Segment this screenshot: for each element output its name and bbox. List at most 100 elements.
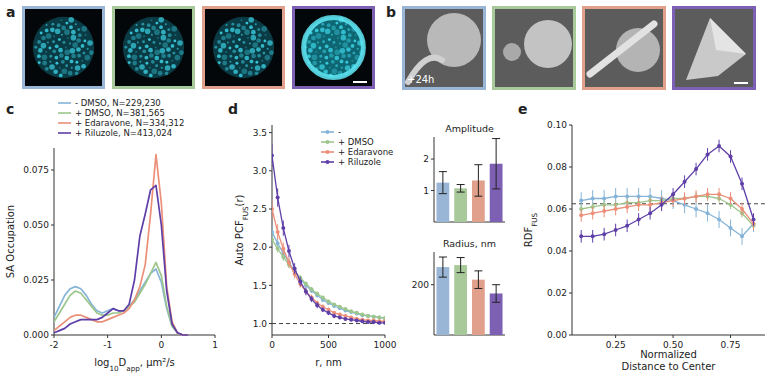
speckle <box>57 23 61 27</box>
y-tick <box>569 293 572 294</box>
speckle <box>345 61 348 64</box>
point <box>683 180 687 184</box>
speckle <box>175 55 181 61</box>
speckle <box>34 46 37 49</box>
scale-bar <box>353 81 367 83</box>
speckle <box>345 23 347 25</box>
speckle <box>132 61 137 66</box>
speckle <box>346 38 351 43</box>
speckle <box>142 40 145 43</box>
speckle <box>332 68 338 74</box>
error-stem <box>478 271 479 289</box>
point <box>729 226 733 230</box>
speckle <box>70 48 76 54</box>
image-background <box>22 6 105 89</box>
x-tick-label: 0.75 <box>721 340 741 350</box>
speckle <box>77 54 81 58</box>
speckle <box>218 48 223 53</box>
speckle <box>37 54 41 58</box>
speckle <box>70 60 74 64</box>
y-tick <box>51 225 54 226</box>
speckle <box>225 51 227 53</box>
speckle <box>161 67 163 69</box>
speckle <box>245 22 248 25</box>
panel-label: a <box>6 4 15 20</box>
speckle <box>75 71 79 75</box>
legend-marker <box>326 150 330 154</box>
speckle <box>261 60 263 62</box>
point <box>377 321 381 325</box>
speckle <box>222 61 227 66</box>
point <box>625 205 629 209</box>
speckle <box>252 42 258 48</box>
y-tick-label: 0.00 <box>547 330 567 340</box>
speckle <box>38 61 41 64</box>
speckle <box>52 40 55 43</box>
speckle <box>49 64 55 70</box>
speckle <box>347 54 351 58</box>
frame <box>294 8 374 88</box>
speckle <box>242 41 245 44</box>
point <box>321 308 325 312</box>
x-axis-label: log10Dapp, µm²/s <box>94 357 175 373</box>
point <box>372 315 376 319</box>
speckle <box>144 56 148 60</box>
point <box>366 320 370 324</box>
point <box>287 249 291 253</box>
micrograph <box>112 6 195 89</box>
speckle <box>64 29 70 35</box>
frame <box>204 8 284 88</box>
speckle <box>72 42 78 48</box>
error-cap <box>439 277 447 278</box>
speckle <box>69 25 73 29</box>
x-tick-label: -1 <box>103 340 112 350</box>
speckle <box>251 54 256 59</box>
speckle <box>171 26 177 32</box>
speckle <box>241 34 243 36</box>
x-tick <box>54 335 55 338</box>
point <box>625 224 629 228</box>
point <box>637 203 641 207</box>
speckle <box>59 53 64 58</box>
micrograph <box>402 6 486 90</box>
speckle <box>331 60 335 64</box>
y-tick-label: 0.02 <box>547 288 567 298</box>
speckle <box>45 67 49 71</box>
point <box>327 299 331 303</box>
speckle <box>67 37 69 39</box>
speckle <box>337 37 339 39</box>
x-tick <box>730 335 731 338</box>
point <box>338 315 342 319</box>
point <box>614 207 618 211</box>
speckle <box>149 53 154 58</box>
y-tick <box>51 280 54 281</box>
micrograph <box>202 6 285 89</box>
point <box>729 155 733 159</box>
speckle <box>245 64 248 67</box>
speckle <box>341 54 346 59</box>
bar <box>436 267 449 335</box>
speckle <box>265 55 271 61</box>
error-stem <box>478 165 479 196</box>
image-background <box>402 6 486 90</box>
speckle <box>83 39 86 42</box>
y-tick <box>269 170 272 171</box>
speckle <box>165 61 168 64</box>
speckle <box>77 28 80 31</box>
speckle <box>166 38 171 43</box>
speckle <box>62 68 68 74</box>
nucleus <box>213 17 274 78</box>
y-axis-label-part: RDF <box>523 227 534 248</box>
chart-title: Radius, nm <box>443 238 496 249</box>
speckle <box>47 42 49 44</box>
speckle <box>342 42 348 48</box>
speckle <box>65 22 68 25</box>
y-tick-label: 0.06 <box>547 204 567 214</box>
speckle <box>130 32 133 35</box>
x-tick-label: 0 <box>158 340 164 350</box>
speckle <box>54 56 58 60</box>
speckle <box>357 48 359 50</box>
speckle <box>51 23 54 26</box>
speckle <box>75 61 78 64</box>
micrograph <box>22 6 105 89</box>
